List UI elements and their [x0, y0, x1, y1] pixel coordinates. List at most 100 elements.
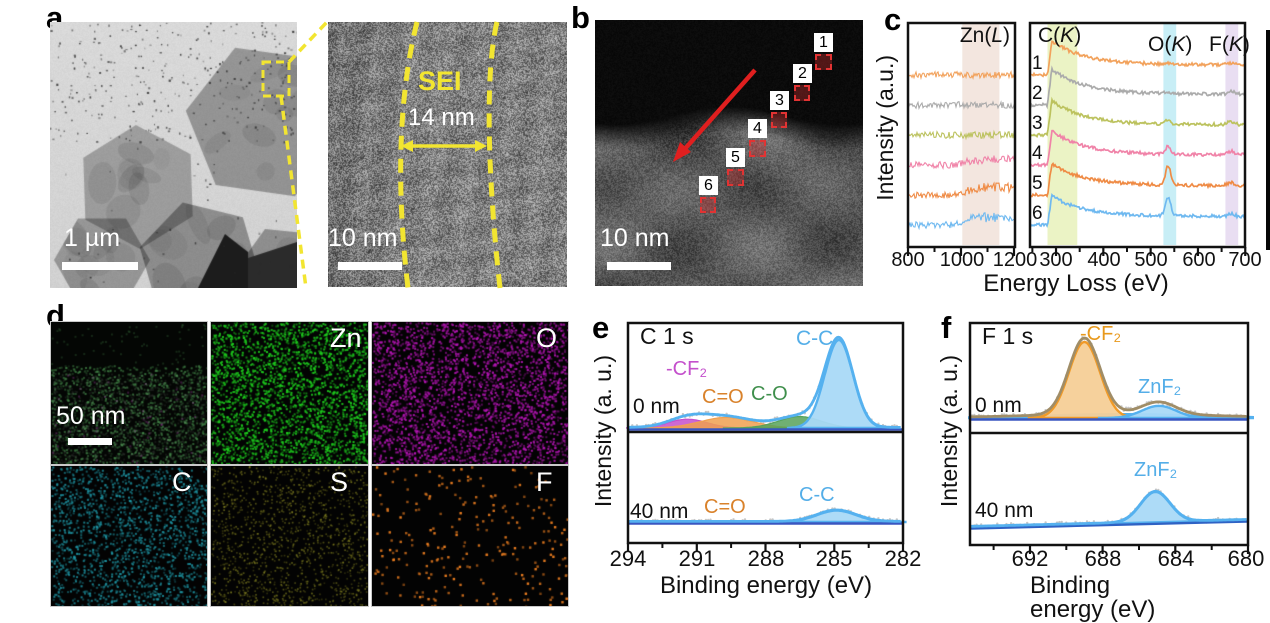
point-number: 3 — [770, 91, 789, 110]
panel-a-annotations — [261, 20, 503, 289]
tem-overview-image — [50, 22, 297, 288]
e-x-axis-label: Binding energy (eV) — [659, 572, 873, 599]
eds-map-f — [371, 465, 569, 607]
peak-label-c-c: C-C — [799, 484, 835, 506]
eels-ckof-plot — [1028, 21, 1247, 256]
tick-label: 688 — [1084, 546, 1122, 571]
eels-point-box-3 — [771, 112, 787, 128]
zn-edge-label: Zn(L) — [959, 24, 1010, 47]
eels-point-box-2 — [794, 85, 810, 101]
panel-c-label: c — [884, 2, 902, 37]
spectrum-number: 3 — [1032, 113, 1043, 134]
scalebar-label: 50 nm — [56, 402, 126, 430]
scalebar — [338, 262, 402, 270]
f-x-axis-label: Binding energy (eV) — [1030, 572, 1156, 623]
scalebar-label: 10 nm — [600, 224, 670, 252]
sei-thickness-label: 14 nm — [408, 104, 475, 131]
tick-label: 400 — [1087, 249, 1121, 271]
depth-label: 0 nm — [633, 395, 680, 418]
eels-point-box-4 — [749, 140, 766, 157]
tick-label: 291 — [678, 546, 716, 571]
tick-label: 684 — [1157, 546, 1195, 571]
arrowhead-left-icon — [401, 140, 413, 152]
point-number: 5 — [726, 148, 745, 167]
tick-label: 692 — [1011, 546, 1049, 571]
tick-label: 285 — [815, 546, 853, 571]
tick-label: 800 — [891, 249, 925, 271]
tick-label: 680 — [1227, 546, 1265, 571]
e-y-axis-label: Intensity (a. u.) — [590, 355, 616, 508]
point-number: 4 — [748, 119, 767, 138]
arrowhead-right-icon — [475, 140, 487, 152]
point-number: 2 — [793, 64, 812, 83]
tick-label: 282 — [884, 546, 922, 571]
peak-label-c-c: C-C — [796, 327, 834, 350]
tick-label: 300 — [1039, 249, 1073, 271]
sei-boundary-left — [398, 21, 420, 289]
peak-label-cf2: -CF₂ — [1080, 323, 1122, 345]
tick-label: 600 — [1182, 249, 1216, 271]
scalebar — [607, 262, 671, 270]
spectrum-title: F 1 s — [982, 323, 1034, 349]
peak-label-c=o: C=O — [702, 386, 744, 408]
sei-boundary-right — [486, 21, 503, 289]
c-edge-label: C(K) — [1038, 24, 1082, 47]
peak-label-znf2: ZnF₂ — [1134, 459, 1178, 481]
scan-direction-arrow — [681, 68, 757, 153]
peak-label-c-o: C-O — [751, 383, 788, 405]
eds-map-c — [50, 465, 208, 607]
point-number: 6 — [699, 176, 718, 195]
zoom-region-box — [261, 60, 291, 98]
depth-label: 40 nm — [630, 500, 689, 523]
c-y-axis-label: Intensity (a.u.) — [872, 55, 898, 201]
tick-label: 500 — [1134, 249, 1168, 271]
panel-b-annotations — [673, 68, 757, 162]
eels-point-box-5 — [727, 169, 744, 186]
xps-c1s-plot — [626, 321, 907, 552]
tick-label: 1200 — [992, 249, 1038, 271]
depth-label: 0 nm — [975, 394, 1022, 417]
clipped-edge-artifact — [1266, 30, 1270, 250]
peak-label-znf2: ZnF₂ — [1138, 376, 1182, 398]
tick-label: 294 — [609, 546, 647, 571]
scalebar-label: 1 µm — [64, 224, 121, 252]
eds-map-zn — [210, 321, 369, 465]
spectrum-number: 2 — [1032, 83, 1043, 104]
xps-f1s-plot — [968, 321, 1254, 554]
element-label-f: F — [536, 467, 553, 497]
f-edge-label: F(K) — [1209, 33, 1250, 56]
hrtem-sei-image — [328, 22, 567, 287]
point-number: 1 — [814, 33, 833, 52]
peak-label-cf2: -CF₂ — [666, 358, 708, 380]
tick-label: 288 — [747, 546, 785, 571]
scalebar — [62, 262, 138, 270]
tick-label: 1000 — [939, 249, 985, 271]
spectrum-number: 4 — [1032, 143, 1043, 164]
o-edge-label: O(K) — [1148, 33, 1193, 56]
panel-b-label: b — [571, 0, 590, 35]
sei-label: SEI — [418, 66, 462, 96]
arrowhead-icon — [673, 142, 691, 162]
element-label-c: C — [172, 467, 192, 497]
element-label-o: O — [536, 323, 558, 353]
panel-e-label: e — [592, 310, 610, 345]
callout-line-bottom — [279, 95, 308, 289]
spectrum-title: C 1 s — [640, 323, 694, 349]
eels-zn-plot — [906, 21, 1017, 256]
callout-line-top — [287, 20, 329, 64]
eds-map-s — [210, 465, 369, 607]
eels-point-box-1 — [815, 54, 832, 70]
panel-f-label: f — [941, 310, 952, 345]
peak-label-c=o: C=O — [704, 496, 746, 518]
f-y-axis-label: Intensity (a. u.) — [936, 355, 962, 508]
scalebar — [68, 438, 112, 445]
eds-map-o — [371, 321, 569, 465]
element-label-zn: Zn — [330, 323, 362, 353]
spectrum-number: 5 — [1032, 173, 1043, 194]
spectrum-number: 6 — [1032, 203, 1043, 224]
scalebar-label: 10 nm — [328, 224, 398, 252]
spectrum-number: 1 — [1032, 53, 1043, 74]
eels-point-box-6 — [700, 197, 716, 213]
c-x-axis-label: Energy Loss (eV) — [983, 270, 1169, 297]
